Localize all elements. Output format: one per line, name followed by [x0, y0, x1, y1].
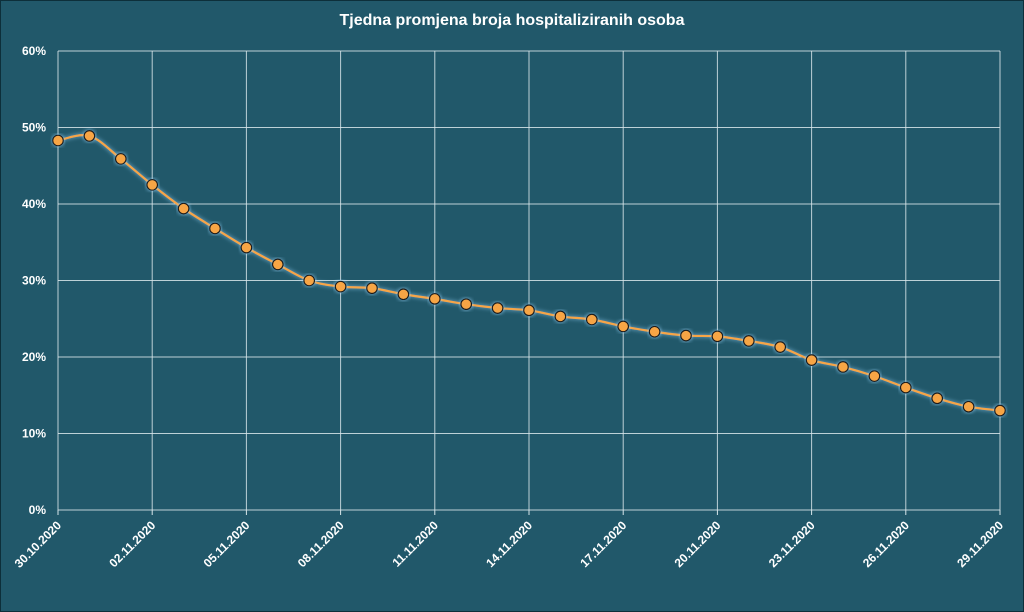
x-tick-label: 29.11.2020	[954, 518, 1006, 570]
data-point	[209, 222, 221, 235]
data-point	[899, 381, 912, 394]
data-point	[146, 178, 159, 191]
data-point	[491, 302, 504, 314]
chart-title: Tjedna promjena broja hospitaliziranih o…	[339, 12, 685, 29]
data-point	[617, 320, 630, 333]
data-point	[271, 258, 284, 271]
data-point	[742, 335, 755, 347]
data-point	[334, 280, 347, 293]
data-point	[774, 341, 787, 353]
data-point	[460, 298, 473, 311]
data-point	[52, 134, 64, 147]
data-point	[397, 288, 410, 301]
x-tick-label: 11.11.2020	[389, 518, 441, 570]
x-tick-label: 23.11.2020	[766, 518, 818, 570]
x-tick-label: 08.11.2020	[295, 518, 347, 570]
data-point	[931, 392, 944, 405]
data-point	[428, 292, 441, 305]
x-tick-label: 30.10.2020	[12, 518, 65, 571]
data-point	[114, 152, 127, 165]
x-tick-label: 02.11.2020	[106, 518, 158, 570]
y-tick-label: 0%	[29, 503, 47, 517]
data-point	[303, 274, 316, 287]
data-point	[994, 404, 1006, 417]
data-point	[240, 241, 253, 254]
data-point	[523, 304, 535, 317]
data-point	[648, 325, 661, 338]
x-tick-label: 14.11.2020	[483, 518, 535, 570]
grid-lines	[57, 50, 1001, 515]
x-tick-label: 26.11.2020	[860, 518, 912, 570]
y-tick-labels: 0% 10% 20% 30% 40% 50% 60%	[22, 44, 46, 517]
data-point	[585, 313, 598, 326]
data-point	[83, 130, 96, 142]
data-point	[680, 329, 692, 342]
y-tick-label: 60%	[22, 44, 46, 58]
y-tick-label: 40%	[22, 197, 46, 211]
data-point	[177, 202, 190, 215]
data-point	[805, 354, 818, 366]
x-tick-labels: 30.10.2020 02.11.2020 05.11.2020 08.11.2020…	[12, 518, 1007, 571]
y-tick-label: 10%	[22, 427, 46, 441]
data-point	[868, 370, 881, 383]
y-tick-label: 20%	[22, 350, 46, 364]
x-tick-label: 20.11.2020	[672, 518, 724, 570]
data-point	[554, 310, 567, 323]
series-layer	[52, 130, 1006, 417]
data-point	[366, 282, 378, 295]
x-tick-label: 17.11.2020	[577, 518, 629, 570]
data-point	[837, 361, 849, 373]
data-point	[962, 400, 975, 413]
y-tick-label: 30%	[22, 274, 46, 288]
data-point	[711, 330, 724, 343]
y-tick-label: 50%	[22, 121, 46, 135]
x-tick-label: 05.11.2020	[201, 518, 253, 570]
